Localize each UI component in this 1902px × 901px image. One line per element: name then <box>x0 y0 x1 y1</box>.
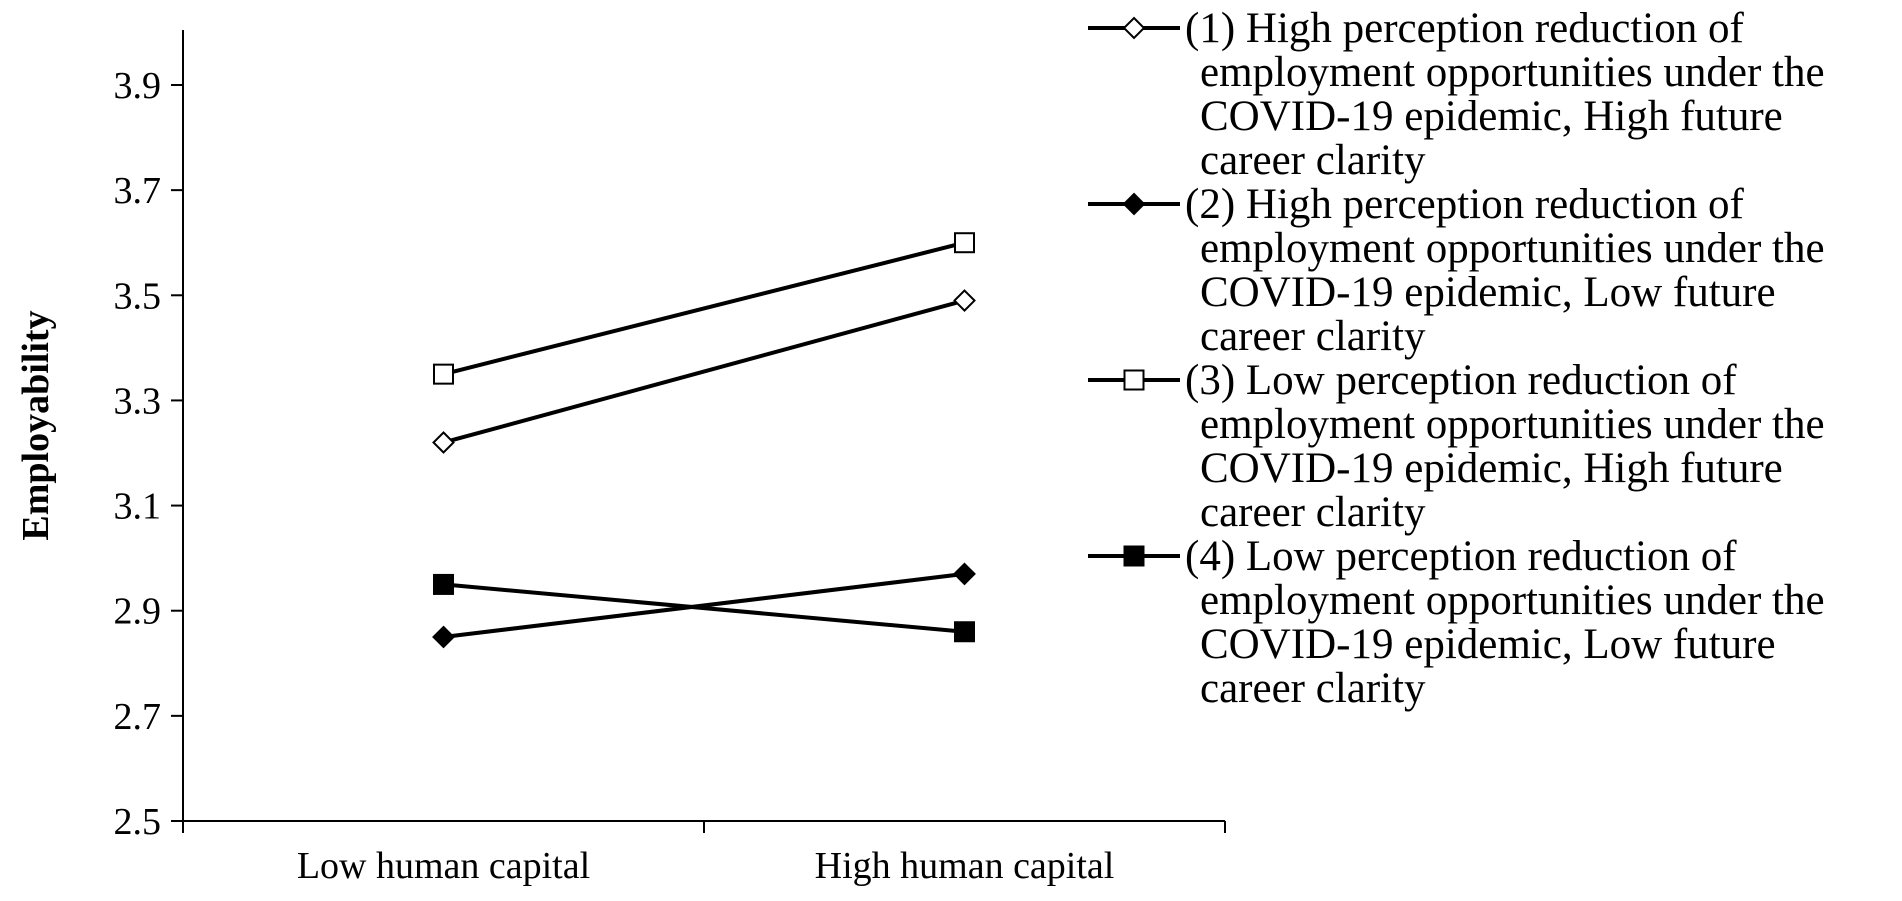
x-axis-ticks: Low human capital High human capital <box>182 821 1226 887</box>
y-tick-label: 3.5 <box>114 275 162 317</box>
legend-label-line: employment opportunities under the <box>1200 49 1825 96</box>
x-tick-label: Low human capital <box>297 845 590 887</box>
y-tick-label: 3.1 <box>114 486 162 528</box>
y-tick-label: 3.3 <box>114 380 162 422</box>
legend-item-2: (2) High perception reduction ofemployme… <box>1088 181 1825 360</box>
series-4-point <box>433 573 454 595</box>
series-2-point <box>953 562 976 586</box>
legend-marker <box>1123 369 1145 391</box>
y-axis-ticks: 2.5 2.7 2.9 3.1 3.3 3.5 3.7 3.9 <box>114 65 183 843</box>
series-group <box>432 232 976 649</box>
legend-item-1: (1) High perception reduction ofemployme… <box>1088 5 1825 184</box>
series-3-line <box>443 240 965 377</box>
series-3-point <box>433 363 454 385</box>
legend-label-line: career clarity <box>1200 313 1426 360</box>
legend-label-line: career clarity <box>1200 665 1426 712</box>
series-4-point <box>954 621 975 643</box>
y-axis-title: Employability <box>15 310 57 540</box>
legend-item-4: (4) Low perception reduction ofemploymen… <box>1088 533 1825 712</box>
x-tick-label: High human capital <box>815 845 1115 887</box>
legend-label-line: (2) High perception reduction of <box>1185 181 1744 228</box>
legend-marker <box>1123 545 1145 567</box>
legend-label-line: (3) Low perception reduction of <box>1185 357 1737 404</box>
legend-label-line: employment opportunities under the <box>1200 577 1825 624</box>
legend-label-line: career clarity <box>1200 137 1426 184</box>
y-tick-label: 2.7 <box>114 696 162 738</box>
legend-marker <box>1122 16 1146 40</box>
legend-label-line: (1) High perception reduction of <box>1185 5 1744 52</box>
y-tick-label: 3.9 <box>114 65 162 107</box>
series-4-line <box>443 582 965 634</box>
legend-label-line: career clarity <box>1200 489 1426 536</box>
legend-label-line: COVID-19 epidemic, Low future <box>1200 269 1776 316</box>
legend-label-line: COVID-19 epidemic, High future <box>1200 445 1783 492</box>
series-1-line <box>442 298 966 445</box>
y-tick-label: 3.7 <box>114 170 162 212</box>
legend-label-line: employment opportunities under the <box>1200 225 1825 272</box>
series-2-line <box>443 571 965 639</box>
legend-item-3: (3) Low perception reduction ofemploymen… <box>1088 357 1825 536</box>
series-1 <box>432 289 976 454</box>
series-2-point <box>432 625 455 649</box>
series-2 <box>432 562 976 649</box>
series-4 <box>433 573 975 643</box>
y-tick-label: 2.5 <box>114 801 162 843</box>
legend: (1) High perception reduction ofemployme… <box>1088 5 1825 712</box>
axes <box>182 30 1225 822</box>
legend-label-line: employment opportunities under the <box>1200 401 1825 448</box>
series-1-point <box>432 431 455 454</box>
series-3-point <box>954 232 975 254</box>
y-tick-label: 2.9 <box>114 591 162 633</box>
legend-marker <box>1122 192 1146 216</box>
legend-label-line: (4) Low perception reduction of <box>1185 533 1737 580</box>
series-3 <box>433 232 975 385</box>
legend-label-line: COVID-19 epidemic, High future <box>1200 93 1783 140</box>
legend-label-line: COVID-19 epidemic, Low future <box>1200 621 1776 668</box>
series-1-point <box>953 289 976 312</box>
